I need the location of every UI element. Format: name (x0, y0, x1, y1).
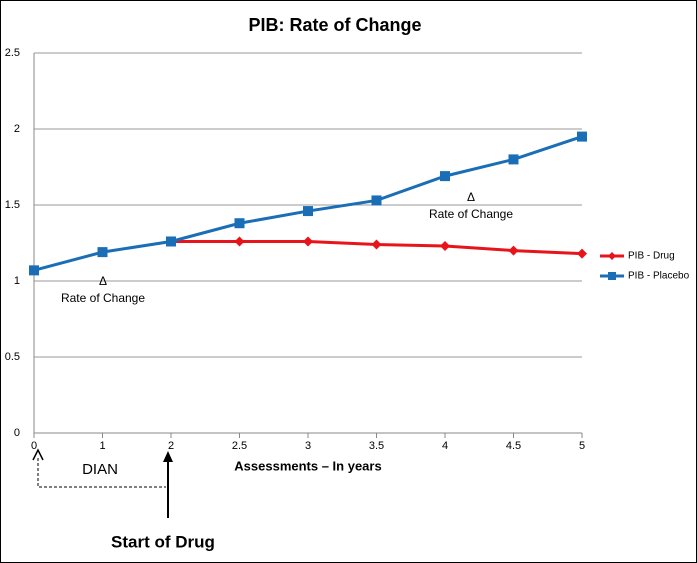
annotation: Rate of Change (429, 207, 513, 221)
marker (577, 248, 587, 259)
legend-label: PIB - Placebo (628, 271, 690, 282)
legend-marker (608, 252, 616, 260)
y-tick-label: 0.5 (5, 351, 20, 363)
marker (303, 236, 313, 247)
marker (29, 265, 39, 276)
y-tick-label: 1.5 (5, 199, 20, 211)
dian-arrowhead (32, 448, 44, 461)
x-axis-label: Assessments – In years (234, 458, 381, 473)
marker (440, 171, 450, 182)
x-tick-label: 4 (442, 440, 448, 452)
marker (97, 247, 108, 258)
annotation: Δ (99, 274, 107, 288)
marker (577, 131, 587, 142)
marker (508, 154, 519, 165)
y-tick-label: 2.5 (5, 47, 20, 59)
legend-label: PIB - Drug (628, 251, 675, 262)
annotation: Rate of Change (61, 291, 145, 305)
marker (234, 236, 245, 247)
y-tick-label: 0 (14, 427, 20, 439)
y-tick-label: 1 (14, 275, 20, 287)
marker (371, 195, 382, 206)
x-tick-label: 2 (168, 440, 174, 452)
x-tick-label: 1 (99, 440, 105, 452)
marker (166, 236, 176, 247)
annotation: Start of Drug (111, 532, 215, 551)
x-tick-label: 0 (31, 440, 37, 452)
marker (508, 245, 519, 256)
y-tick-label: 2 (14, 123, 20, 135)
marker (440, 241, 450, 252)
annotation: DIAN (82, 461, 118, 478)
annotation: Δ (467, 190, 475, 204)
marker (371, 239, 382, 250)
marker (303, 206, 313, 217)
marker (234, 218, 245, 229)
x-tick-label: 4.5 (506, 440, 521, 452)
x-tick-label: 5 (579, 440, 585, 452)
x-tick-label: 3 (305, 440, 311, 452)
chart-title: PIB: Rate of Change (248, 15, 421, 35)
x-tick-label: 3.5 (369, 440, 384, 452)
legend-marker (608, 272, 616, 280)
x-tick-label: 2.5 (232, 440, 247, 452)
start-arrowhead (163, 451, 173, 462)
